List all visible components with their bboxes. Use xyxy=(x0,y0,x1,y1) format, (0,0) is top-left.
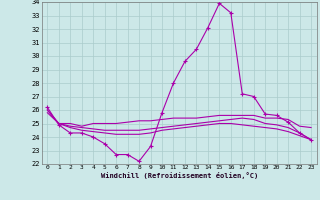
X-axis label: Windchill (Refroidissement éolien,°C): Windchill (Refroidissement éolien,°C) xyxy=(100,172,258,179)
